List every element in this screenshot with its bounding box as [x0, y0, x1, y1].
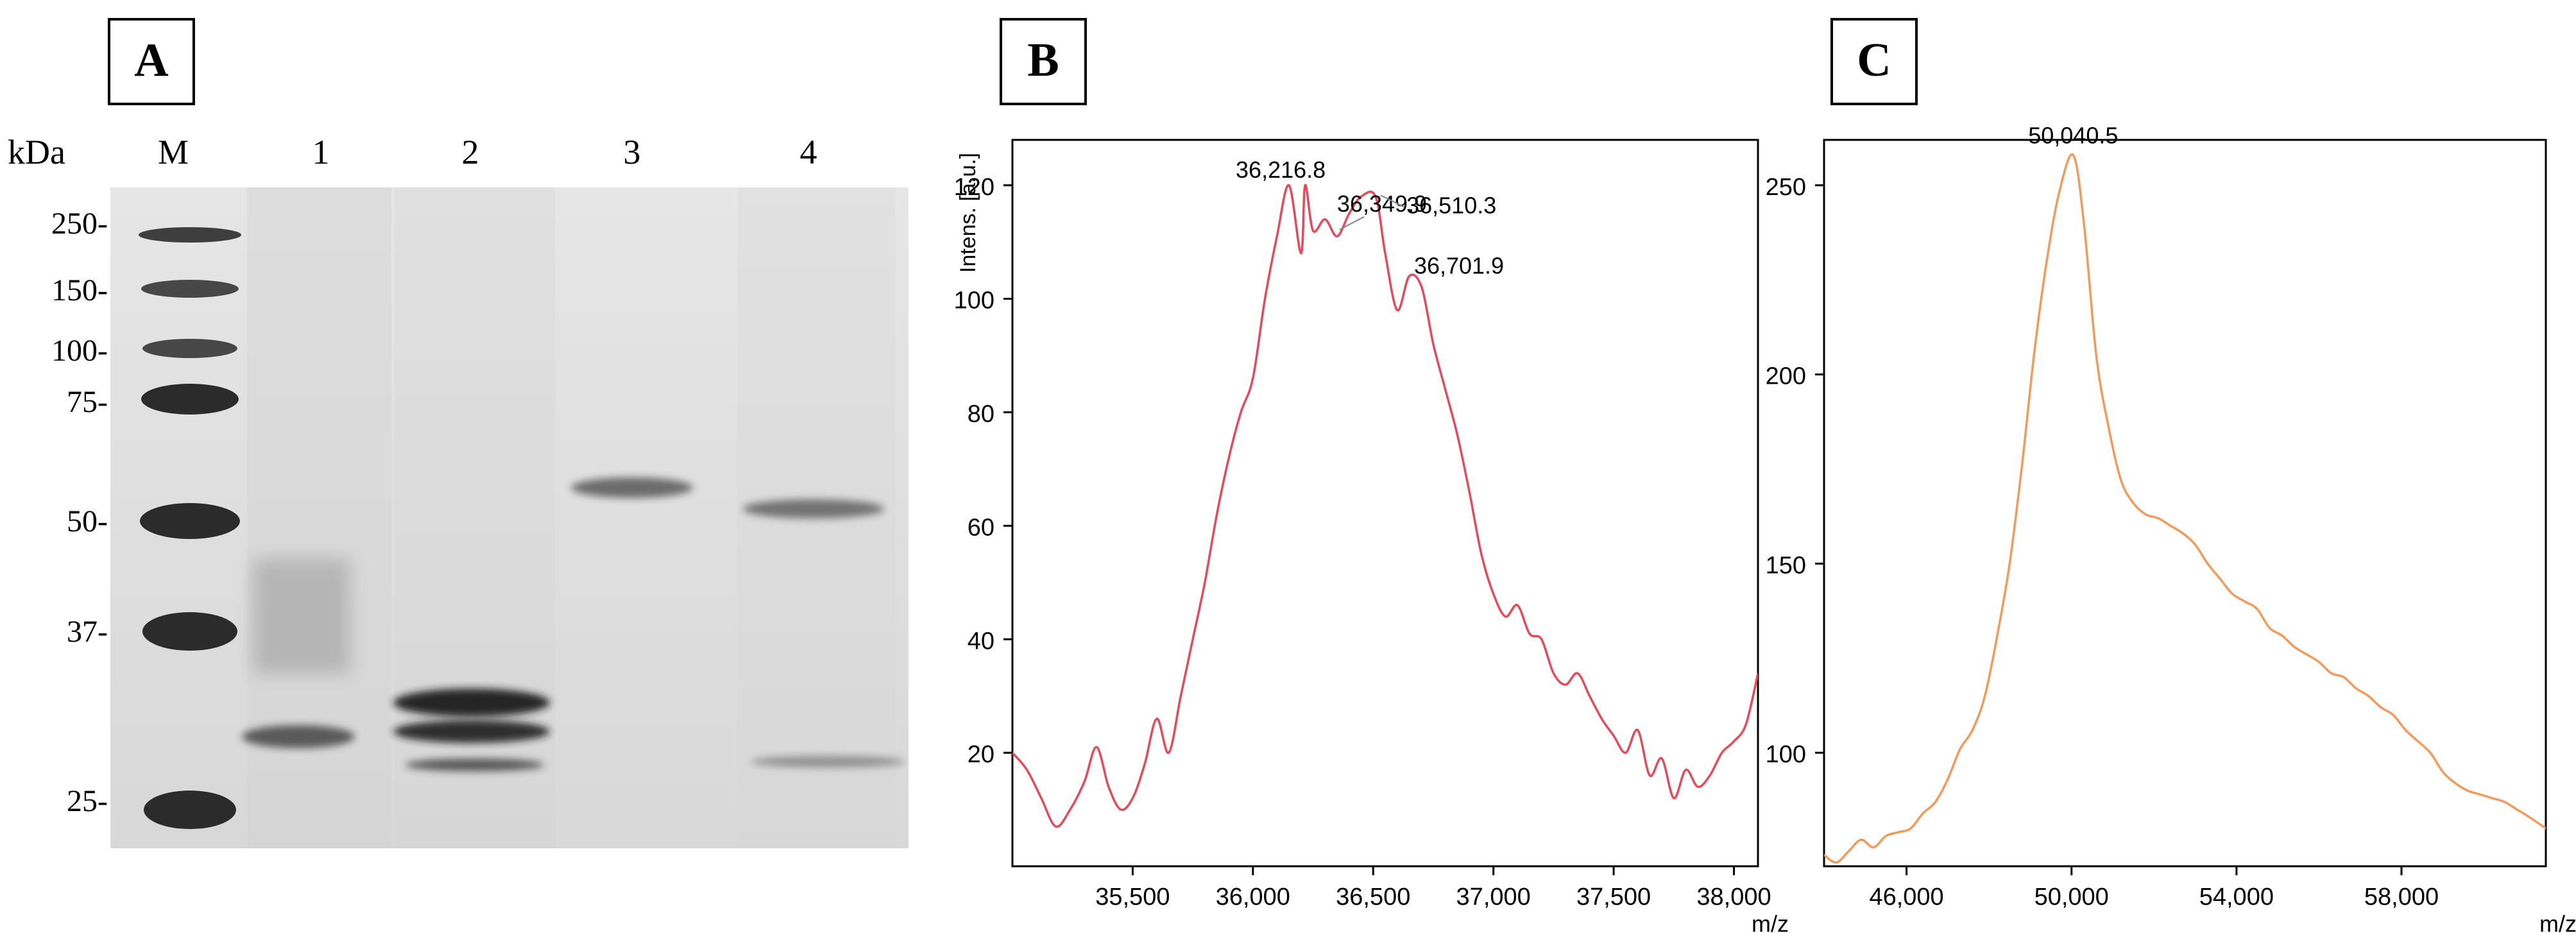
chart-b-spectrum-line — [1012, 184, 1758, 828]
panel-a-label: A — [134, 34, 168, 87]
lane-label-2: 2 — [462, 133, 479, 171]
lane-4-band-lower — [751, 756, 905, 767]
lane-1-bands — [242, 558, 355, 748]
lane-label-m: M — [158, 133, 189, 171]
chart-c: 100 150 200 250 46,000 50,000 54,000 58,000 m/z 5… — [1766, 123, 2576, 933]
chart-c-ytick-label: 100 — [1766, 741, 1806, 768]
chart-b-xtick-label: 38,000 — [1696, 884, 1771, 911]
chart-b-ytick-label: 120 — [954, 174, 994, 201]
chart-b-ytick-label: 20 — [968, 741, 994, 768]
chart-c-xtick-label: 54,000 — [2199, 884, 2274, 911]
panel-c: C 100 150 200 250 46,000 50,000 54,000 58,000 m/… — [1766, 18, 2576, 933]
marker-label-150: 150- — [51, 273, 108, 307]
chart-c-plot-frame — [1823, 139, 2547, 868]
chart-b-peak-label: 36,510.3 — [1406, 192, 1496, 218]
chart-b-plot-frame — [1011, 139, 1759, 868]
lane-label-4: 4 — [800, 133, 817, 171]
chart-b-xtick-label: 35,500 — [1095, 884, 1170, 911]
lane-4-bands — [743, 499, 905, 767]
chart-c-spectrum-line — [1824, 153, 2546, 864]
chart-c-ytick-label: 200 — [1766, 363, 1806, 390]
lane-2-bands — [393, 689, 550, 771]
chart-b-ytick-label: 80 — [968, 401, 994, 428]
chart-c-ytick-label: 150 — [1766, 552, 1806, 579]
chart-b-xtick-label: 36,500 — [1336, 884, 1410, 911]
panel-c-label-box — [1830, 18, 1918, 105]
chart-b-xaxis-label: m/z — [1752, 911, 1789, 933]
gel-image — [110, 187, 908, 848]
marker-band-100 — [142, 339, 237, 358]
lane-1-band — [242, 725, 355, 748]
chart-b-yaxis-label: Intens. [a.u.] — [956, 153, 980, 273]
marker-band-250 — [139, 227, 241, 243]
marker-label-75: 75- — [67, 385, 108, 419]
marker-band-25 — [144, 791, 236, 829]
lane-1-smear — [253, 558, 350, 674]
chart-b-ytick-label: 100 — [954, 287, 994, 314]
chart-c-xtick-label: 58,000 — [2364, 884, 2439, 911]
chart-b-annotation-leader — [1380, 194, 1404, 208]
marker-band-75 — [141, 384, 239, 415]
panel-a-label-box — [108, 18, 195, 105]
lane-2-band-middle — [393, 720, 550, 743]
panel-a: A kDa M 1 2 3 4 250- 150- 100- 75- 50- 3… — [8, 18, 908, 848]
chart-c-xaxis-label: m/z — [2539, 911, 2576, 933]
lane-3-band — [571, 477, 693, 498]
chart-c-xtick-label: 50,000 — [2034, 884, 2109, 911]
panel-c-label: C — [1857, 34, 1891, 87]
lane-label-1: 1 — [312, 133, 330, 171]
marker-label-37: 37- — [67, 615, 108, 649]
lane-4-band-upper — [743, 499, 884, 518]
chart-b-peak-label: 36,701.9 — [1414, 252, 1504, 278]
chart-b-peak-label: 36,349.9 — [1337, 191, 1427, 217]
panel-b-label: B — [1027, 34, 1059, 87]
chart-b-xtick-label: 37,000 — [1456, 884, 1531, 911]
lane-label-3: 3 — [624, 133, 641, 171]
lane-2-band-upper — [393, 689, 550, 717]
marker-label-25: 25- — [67, 784, 108, 818]
chart-b-ytick-label: 40 — [968, 628, 994, 655]
panel-b-label-box — [1000, 18, 1087, 105]
lane-2-band-lower — [405, 758, 544, 771]
chart-b-xtick-label: 36,000 — [1216, 884, 1290, 911]
marker-label-100: 100- — [51, 334, 108, 368]
chart-b-annotation-leader — [1339, 216, 1365, 230]
marker-label-50: 50- — [67, 504, 108, 538]
chart-b-xtick-label: 37,500 — [1576, 884, 1651, 911]
marker-lane — [139, 227, 241, 829]
chart-b-ytick-label: 60 — [968, 514, 994, 541]
marker-band-37 — [142, 612, 237, 651]
marker-label-250: 250- — [51, 207, 108, 241]
marker-band-150 — [141, 280, 239, 298]
chart-b: 20 40 60 80 100 120 35,500 36,000 36,500 37,000 37… — [954, 139, 1789, 933]
panel-b: B 20 40 60 80 100 120 35,500 36,000 36,500 37,000… — [954, 18, 1789, 933]
marker-band-50 — [140, 503, 240, 539]
chart-b-peak-label: 36,216.8 — [1236, 157, 1326, 183]
chart-c-peak-label: 50,040.5 — [2028, 123, 2118, 149]
chart-c-xtick-label: 46,000 — [1869, 884, 1943, 911]
chart-c-ytick-label: 250 — [1766, 174, 1806, 201]
kda-unit-label: kDa — [8, 133, 65, 171]
